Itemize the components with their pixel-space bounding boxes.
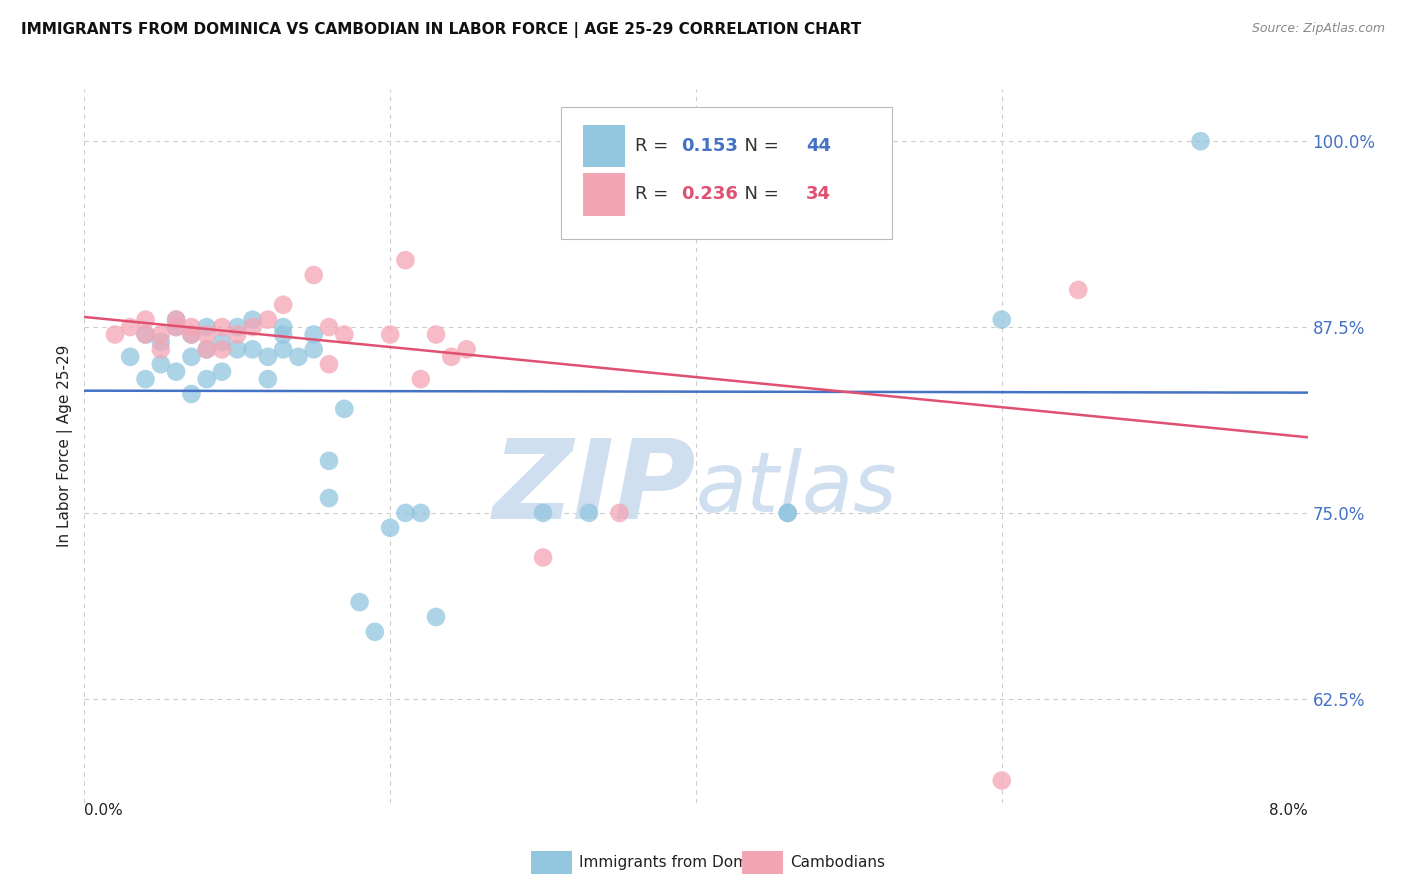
Point — [226, 327, 249, 342]
Point — [318, 491, 340, 505]
Point — [531, 550, 554, 565]
Text: IMMIGRANTS FROM DOMINICA VS CAMBODIAN IN LABOR FORCE | AGE 25-29 CORRELATION CHA: IMMIGRANTS FROM DOMINICA VS CAMBODIAN IN… — [21, 22, 862, 38]
Text: ZIP: ZIP — [492, 435, 696, 542]
Text: 0.153: 0.153 — [682, 137, 738, 155]
Text: N =: N = — [733, 186, 785, 203]
Text: atlas: atlas — [696, 449, 897, 529]
Point — [149, 343, 172, 357]
Point — [135, 327, 157, 342]
Point — [165, 320, 187, 334]
Point — [394, 506, 416, 520]
Point — [211, 320, 233, 334]
Text: R =: R = — [636, 137, 673, 155]
Text: Immigrants from Dominica: Immigrants from Dominica — [579, 855, 785, 870]
Point — [211, 343, 233, 357]
Point — [700, 134, 723, 148]
Text: 0.236: 0.236 — [682, 186, 738, 203]
Point — [180, 387, 202, 401]
Point — [425, 610, 447, 624]
Point — [195, 343, 218, 357]
Point — [318, 454, 340, 468]
Point — [195, 320, 218, 334]
Point — [333, 401, 356, 416]
FancyBboxPatch shape — [583, 125, 626, 167]
Point — [380, 521, 402, 535]
Text: N =: N = — [733, 137, 785, 155]
Point — [425, 327, 447, 342]
Point — [104, 327, 127, 342]
Point — [257, 350, 280, 364]
Point — [242, 343, 264, 357]
Point — [302, 327, 325, 342]
Point — [991, 312, 1014, 326]
Text: 44: 44 — [806, 137, 831, 155]
Point — [149, 327, 172, 342]
Text: Source: ZipAtlas.com: Source: ZipAtlas.com — [1251, 22, 1385, 36]
Point — [578, 506, 600, 520]
Point — [135, 327, 157, 342]
Point — [257, 372, 280, 386]
Point — [609, 506, 631, 520]
FancyBboxPatch shape — [583, 173, 626, 216]
Point — [135, 372, 157, 386]
Point — [302, 343, 325, 357]
Point — [195, 327, 218, 342]
Point — [180, 327, 202, 342]
Point — [120, 350, 142, 364]
Point — [776, 506, 799, 520]
Point — [685, 134, 707, 148]
Point — [149, 334, 172, 349]
Point — [242, 320, 264, 334]
Point — [456, 343, 478, 357]
Point — [195, 343, 218, 357]
Point — [271, 298, 294, 312]
Point — [211, 334, 233, 349]
Y-axis label: In Labor Force | Age 25-29: In Labor Force | Age 25-29 — [58, 345, 73, 547]
Point — [440, 350, 463, 364]
Point — [180, 320, 202, 334]
Point — [991, 773, 1014, 788]
Point — [226, 320, 249, 334]
Point — [287, 350, 309, 364]
Point — [409, 506, 432, 520]
Point — [180, 327, 202, 342]
Point — [165, 312, 187, 326]
Point — [394, 253, 416, 268]
Point — [271, 327, 294, 342]
Point — [838, 134, 860, 148]
Point — [349, 595, 371, 609]
Point — [211, 365, 233, 379]
Point — [409, 372, 432, 386]
Point — [302, 268, 325, 282]
Point — [776, 506, 799, 520]
Text: 34: 34 — [806, 186, 831, 203]
Point — [149, 357, 172, 371]
Point — [333, 327, 356, 342]
FancyBboxPatch shape — [561, 107, 891, 239]
Point — [257, 312, 280, 326]
Point — [1189, 134, 1212, 148]
Point — [242, 312, 264, 326]
Point — [165, 320, 187, 334]
Point — [1067, 283, 1090, 297]
Point — [318, 357, 340, 371]
Point — [165, 312, 187, 326]
Point — [120, 320, 142, 334]
Point — [271, 320, 294, 334]
Point — [531, 506, 554, 520]
Text: R =: R = — [636, 186, 673, 203]
Point — [226, 343, 249, 357]
Point — [195, 372, 218, 386]
Point — [318, 320, 340, 334]
Text: Cambodians: Cambodians — [790, 855, 886, 870]
Point — [380, 327, 402, 342]
Point — [364, 624, 387, 639]
Point — [165, 365, 187, 379]
Point — [271, 343, 294, 357]
Text: 0.0%: 0.0% — [84, 803, 124, 818]
Text: 8.0%: 8.0% — [1268, 803, 1308, 818]
Point — [135, 312, 157, 326]
Point — [180, 350, 202, 364]
